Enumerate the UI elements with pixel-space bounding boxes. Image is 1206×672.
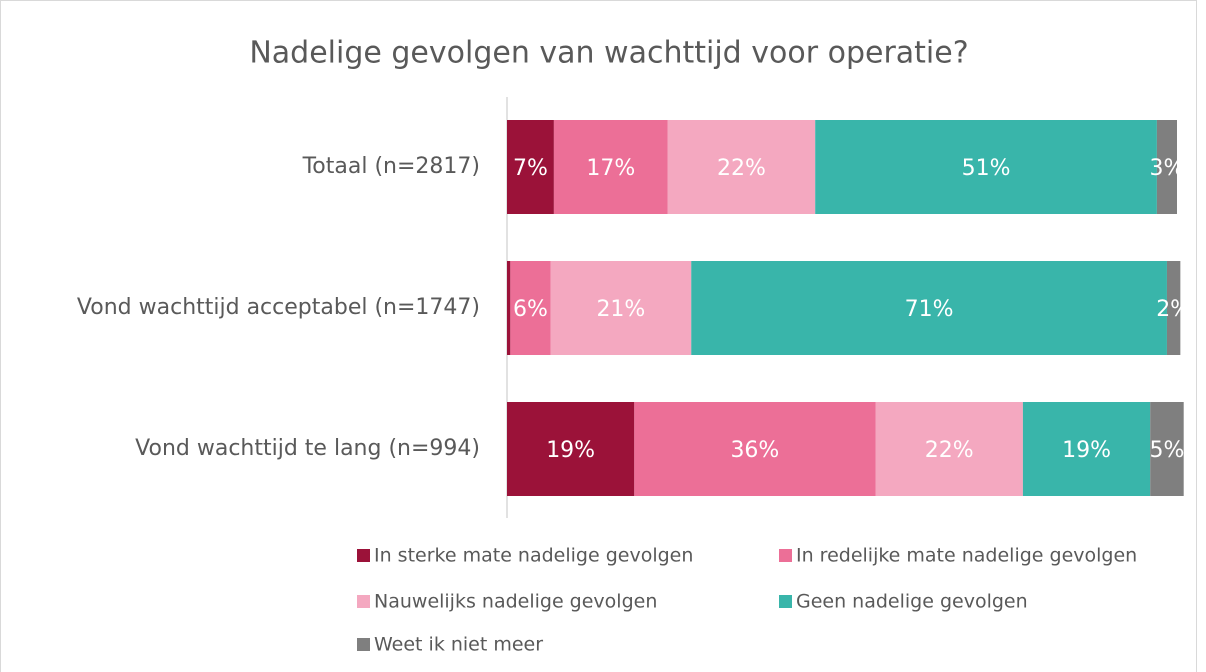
- data-label: 7%: [513, 156, 548, 181]
- data-label: 2%: [1156, 297, 1191, 322]
- bar-segment: [553, 120, 668, 214]
- legend-swatch: [779, 595, 792, 608]
- bar-segment: [507, 120, 554, 214]
- legend-swatch: [779, 549, 792, 562]
- data-label: 36%: [730, 438, 779, 463]
- bar-segment: [667, 120, 816, 214]
- data-label: 19%: [546, 438, 595, 463]
- data-label: 22%: [925, 438, 974, 463]
- data-label: 51%: [962, 156, 1011, 181]
- data-label: 71%: [905, 297, 954, 322]
- bar-segment: [691, 261, 1167, 355]
- bar-segment: [634, 402, 876, 496]
- legend-label: In redelijke mate nadelige gevolgen: [796, 545, 1137, 567]
- category-label: Vond wachttijd te lang (n=994): [135, 436, 480, 461]
- category-label: Totaal (n=2817): [302, 154, 480, 179]
- chart-title: Nadelige gevolgen van wachttijd voor ope…: [249, 36, 968, 71]
- legend-label: In sterke mate nadelige gevolgen: [374, 545, 693, 567]
- bar-segment: [507, 402, 635, 496]
- data-label: 5%: [1149, 438, 1184, 463]
- data-label: 19%: [1062, 438, 1111, 463]
- bar-segment: [1022, 402, 1151, 496]
- data-label: 6%: [513, 297, 548, 322]
- bar-segment: [1150, 402, 1184, 496]
- legend-label: Geen nadelige gevolgen: [796, 591, 1028, 613]
- data-label: 21%: [596, 297, 645, 322]
- data-label: 3%: [1149, 156, 1184, 181]
- bar-segment: [815, 120, 1157, 214]
- category-label: Vond wachttijd acceptabel (n=1747): [77, 295, 480, 320]
- bar-segment: [507, 261, 511, 355]
- bar-segment: [875, 402, 1023, 496]
- legend-swatch: [357, 638, 370, 651]
- legend-swatch: [357, 549, 370, 562]
- data-label: 22%: [717, 156, 766, 181]
- bar-segment: [550, 261, 692, 355]
- legend-label: Nauwelijks nadelige gevolgen: [374, 591, 657, 613]
- bar-segment: [1156, 120, 1177, 214]
- legend-swatch: [357, 595, 370, 608]
- bar-segment: [510, 261, 551, 355]
- data-label: 17%: [586, 156, 635, 181]
- legend-label: Weet ik niet meer: [374, 634, 543, 656]
- bar-segment: [1166, 261, 1181, 355]
